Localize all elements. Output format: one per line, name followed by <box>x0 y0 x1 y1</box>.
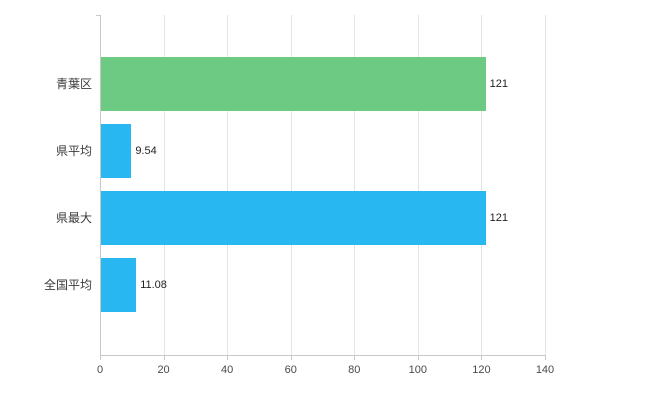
x-tick-label-40: 40 <box>221 364 234 376</box>
gridline-x-20 <box>163 15 165 355</box>
x-tick-60 <box>290 355 292 360</box>
category-label-1: 県平均 <box>55 143 92 158</box>
category-label-2: 県最大 <box>55 210 92 225</box>
gridline-x-120 <box>481 15 483 355</box>
x-tick-140 <box>545 355 546 360</box>
x-tick-label-0: 0 <box>96 364 104 376</box>
x-tick-label-80: 80 <box>348 364 361 376</box>
gridline-x-40 <box>227 15 229 355</box>
category-label-3: 全国平均 <box>43 277 92 292</box>
x-tick-label-140: 140 <box>535 364 555 376</box>
gridline-x-140 <box>545 15 546 355</box>
value-label-0: 121 <box>489 77 508 90</box>
x-tick-80 <box>354 355 356 360</box>
x-tick-label-60: 60 <box>284 364 297 376</box>
y-axis-top-tick <box>96 15 101 16</box>
x-tick-20 <box>163 355 165 360</box>
category-label-0: 青葉区 <box>55 76 92 91</box>
gridline-x-60 <box>290 15 292 355</box>
value-label-2: 121 <box>489 211 508 224</box>
x-tick-40 <box>227 355 229 360</box>
value-label-3: 11.08 <box>140 278 167 291</box>
gridline-x-100 <box>417 15 419 355</box>
bar-2 <box>101 190 486 245</box>
x-tick-label-100: 100 <box>408 364 428 376</box>
x-tick-100 <box>417 355 419 360</box>
x-tick-label-120: 120 <box>472 364 491 376</box>
value-label-1: 9.54 <box>135 144 157 157</box>
gridline-x-80 <box>354 15 356 355</box>
x-tick-0 <box>100 355 101 360</box>
y-axis-line <box>100 15 101 355</box>
bar-0 <box>101 56 486 111</box>
x-axis-line <box>100 355 546 356</box>
bar-3 <box>101 257 137 312</box>
x-tick-label-20: 20 <box>157 364 170 376</box>
x-tick-120 <box>481 355 483 360</box>
bar-1 <box>101 123 132 178</box>
